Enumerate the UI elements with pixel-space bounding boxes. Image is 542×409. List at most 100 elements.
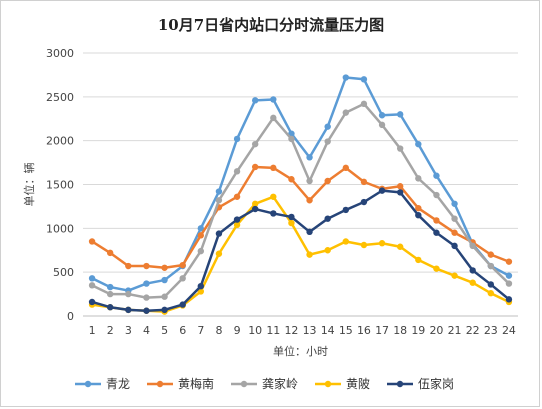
x-tick-label: 1 (89, 324, 96, 337)
data-point (106, 290, 114, 298)
data-point (270, 114, 277, 122)
data-point (433, 172, 440, 179)
data-point (433, 191, 440, 199)
data-point (324, 215, 331, 222)
data-point (396, 243, 404, 250)
x-tick-label: 20 (429, 324, 443, 337)
legend-item: 黄陂 (315, 376, 370, 391)
x-tick-label: 17 (375, 324, 389, 337)
data-point (505, 280, 513, 287)
data-point (233, 221, 241, 229)
data-point (396, 189, 404, 196)
data-point (469, 279, 476, 286)
legend-label: 龚家岭 (262, 376, 298, 391)
data-point (233, 193, 241, 200)
legend: 青龙 黄梅南 龚家岭 黄陂 伍家岗 (75, 376, 454, 391)
data-point (487, 281, 495, 288)
data-point (125, 262, 132, 270)
data-point (125, 306, 132, 314)
data-point (179, 275, 186, 282)
data-point (378, 187, 386, 194)
legend-item: 青龙 (75, 377, 130, 391)
data-point (125, 290, 132, 298)
data-point (288, 135, 295, 143)
legend-item: 黄梅南 (147, 376, 214, 391)
x-tick-label: 16 (357, 324, 371, 337)
data-point (342, 206, 350, 214)
y-tick-label: 0 (67, 310, 74, 323)
data-point (360, 241, 368, 249)
data-point (161, 293, 168, 300)
data-point (451, 215, 458, 222)
x-tick-label: 13 (303, 324, 317, 337)
data-point (197, 288, 205, 295)
x-axis-label: 单位：小时 (273, 344, 328, 358)
data-point (306, 177, 313, 185)
data-point (106, 304, 114, 311)
y-tick-label: 1000 (46, 222, 74, 235)
series-5 (88, 187, 513, 314)
series-lines (88, 74, 513, 315)
data-point (161, 264, 168, 271)
data-point (433, 265, 440, 272)
y-tick-label: 500 (53, 266, 74, 279)
x-tick-label: 3 (125, 324, 132, 337)
data-point (106, 249, 114, 257)
x-tick-label: 8 (215, 324, 222, 337)
data-point (306, 197, 313, 204)
x-tick-label: 6 (179, 324, 186, 337)
y-tick-label: 2000 (46, 135, 74, 148)
data-point (270, 96, 277, 103)
data-point (233, 135, 241, 143)
data-point (360, 198, 368, 206)
data-point (505, 296, 513, 303)
x-tick-label: 12 (284, 324, 298, 337)
data-point (415, 140, 422, 148)
data-point (88, 282, 96, 289)
y-tick-labels: 0 500 1000 1500 2000 2500 3000 (46, 47, 74, 323)
data-point (378, 112, 386, 119)
data-point (106, 283, 114, 291)
x-tick-label: 24 (502, 324, 516, 337)
data-point (270, 210, 277, 217)
x-tick-label: 10 (248, 324, 262, 337)
legend-label: 青龙 (106, 377, 130, 391)
data-point (396, 145, 404, 152)
legend-marker (324, 380, 332, 388)
data-point (251, 163, 259, 171)
x-tick-label: 4 (143, 324, 150, 337)
data-point (505, 272, 513, 279)
data-point (415, 204, 422, 212)
legend-label: 伍家岗 (418, 376, 454, 391)
x-tick-label: 7 (197, 324, 204, 337)
x-tick-label: 21 (448, 324, 462, 337)
x-tick-label: 11 (266, 324, 280, 337)
data-point (88, 298, 96, 306)
y-tick-label: 1500 (46, 179, 74, 192)
legend-label: 黄陂 (346, 376, 370, 391)
data-point (342, 109, 350, 116)
data-point (306, 228, 313, 236)
data-point (161, 276, 168, 284)
data-point (270, 164, 277, 172)
legend-marker (240, 380, 248, 388)
data-point (324, 138, 331, 145)
y-tick-label: 3000 (46, 47, 74, 60)
x-tick-label: 22 (466, 324, 480, 337)
data-point (215, 188, 223, 195)
data-point (288, 176, 295, 183)
data-point (306, 154, 313, 161)
x-tick-label: 18 (393, 324, 407, 337)
data-point (143, 294, 150, 301)
data-point (251, 97, 259, 104)
data-point (143, 307, 150, 314)
data-point (251, 205, 259, 213)
data-point (360, 100, 368, 108)
data-point (396, 183, 404, 190)
x-tick-label: 15 (339, 324, 353, 337)
data-point (433, 217, 440, 224)
series-line (91, 195, 510, 313)
data-point (451, 200, 458, 207)
